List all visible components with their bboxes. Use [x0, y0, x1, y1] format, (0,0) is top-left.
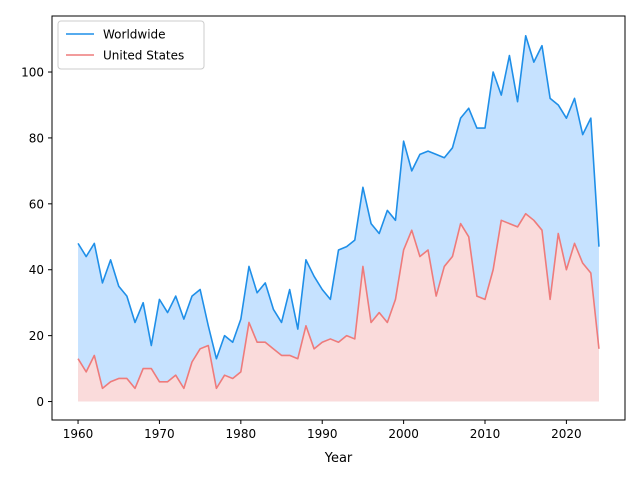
y-tick-label: 0: [36, 395, 44, 409]
series-line-worldwide: [77, 34, 600, 360]
legend-box: [57, 20, 205, 70]
y-tick-label: 60: [29, 197, 44, 211]
x-tick-label: 2010: [470, 427, 501, 441]
x-tick-label: 1960: [63, 427, 94, 441]
y-tick-label: 100: [21, 66, 44, 80]
plot-frame: [51, 15, 626, 421]
x-tick-label: 1980: [226, 427, 257, 441]
y-axis-ticks: 0 20 40 60 80 100: [21, 66, 52, 409]
x-tick-label: 1970: [144, 427, 175, 441]
x-tick-label: 1990: [307, 427, 338, 441]
y-tick-label: 40: [29, 263, 44, 277]
y-tick-label: 20: [29, 329, 44, 343]
series-line-united-states: [77, 212, 600, 390]
y-tick-label: 80: [29, 131, 44, 145]
series-area-united-states: [78, 213, 599, 402]
legend-label: Worldwide: [103, 28, 166, 42]
x-axis-ticks: 1960 1970 1980 1990 2000 2010 2020: [63, 420, 582, 441]
series-areas: [78, 35, 599, 402]
legend-label: United States: [103, 49, 184, 63]
series-lines: [77, 34, 600, 390]
legend: Worldwide United States: [57, 20, 205, 70]
x-tick-label: 2000: [388, 427, 419, 441]
x-tick-label: 2020: [551, 427, 582, 441]
x-axis-label: Year: [324, 451, 353, 466]
